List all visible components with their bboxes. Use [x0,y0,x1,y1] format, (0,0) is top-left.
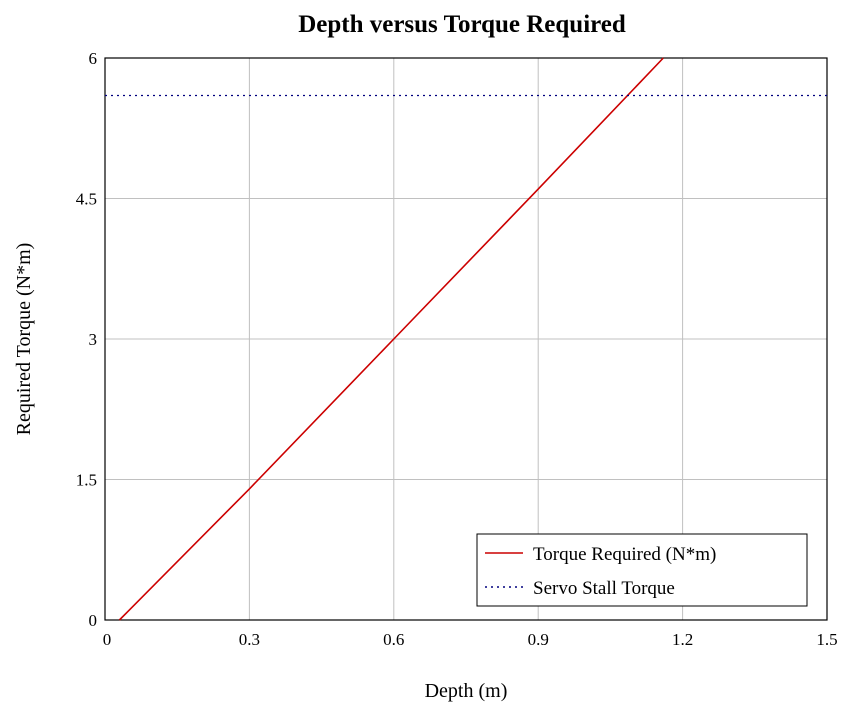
series-layer [105,57,827,621]
x-tick-label: 1.2 [672,630,693,649]
series-line-torque-required [118,57,664,621]
y-tick-label: 4.5 [76,190,97,209]
plot-frame [104,57,828,621]
grid [105,58,827,620]
x-tick-label: 0.6 [383,630,404,649]
legend-label-stall: Servo Stall Torque [533,578,675,599]
y-tick-label: 3 [89,330,98,349]
chart-title: Depth versus Torque Required [298,11,626,38]
x-tick-label: 0.9 [528,630,549,649]
y-tick-label: 6 [89,49,98,68]
y-tick-label: 1.5 [76,471,97,490]
x-tick-label: 0.3 [239,630,260,649]
x-tick-label: 0 [103,630,112,649]
legend-label-torque: Torque Required (N*m) [533,544,716,565]
tick-labels: 0 0.3 0.6 0.9 1.2 1.5 0 1.5 3 4.5 6 [76,49,838,649]
x-axis-label: Depth (m) [425,680,508,702]
x-tick-label: 1.5 [816,630,837,649]
legend-box [476,533,808,607]
y-axis-label: Required Torque (N*m) [13,243,35,436]
y-tick-label: 0 [89,611,98,630]
legend: Torque Required (N*m) Servo Stall Torque [476,533,808,607]
